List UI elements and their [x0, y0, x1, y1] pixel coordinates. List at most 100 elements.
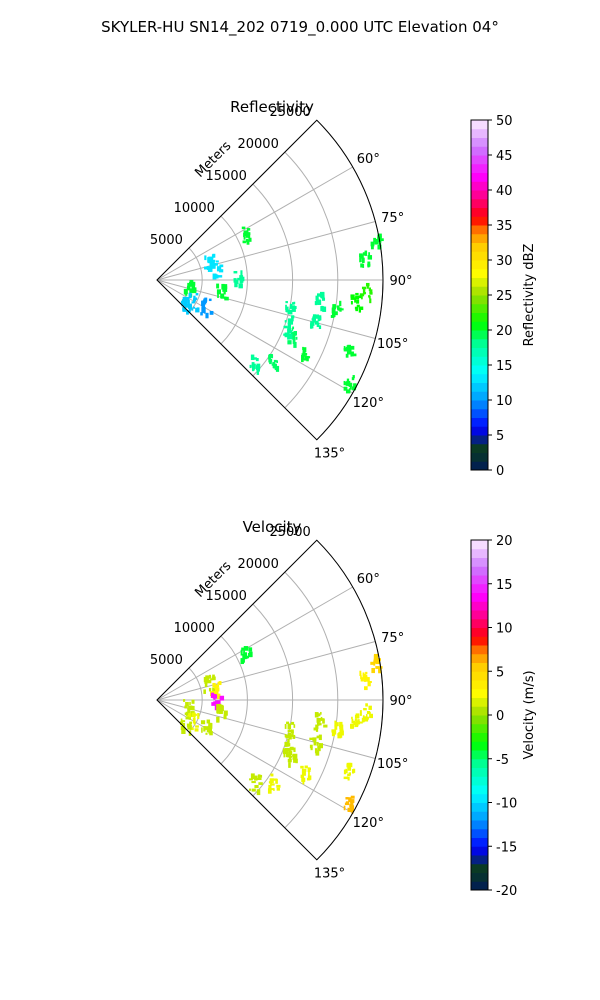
echo-cell	[314, 748, 318, 754]
echo-cell	[269, 788, 275, 791]
colorbar-segment	[471, 548, 488, 558]
echo-cell	[292, 734, 296, 739]
echo-region	[343, 762, 356, 781]
colorbar-segment	[471, 443, 488, 453]
echo-cell	[343, 805, 346, 811]
echo-cell	[290, 305, 296, 308]
echo-cell	[249, 364, 252, 369]
range-tick-label: 15000	[206, 169, 247, 184]
echo-cell	[287, 723, 292, 730]
echo-cell	[290, 734, 294, 737]
colorbar-tick-label: 15	[496, 578, 513, 593]
echo-cell	[193, 295, 196, 300]
echo-cell	[242, 656, 245, 661]
colorbar: -20 -15 -10 -5 0 5 10 15 20 Velocity (m/s)	[470, 534, 537, 899]
echo-cell	[343, 776, 349, 780]
echo-region	[200, 297, 214, 319]
echo-cell	[331, 733, 336, 737]
echo-cell	[360, 254, 364, 259]
echo-region	[187, 292, 200, 313]
echo-cell	[319, 291, 325, 298]
echo-region	[330, 300, 344, 318]
echo-cell	[368, 711, 371, 715]
echo-cell	[310, 747, 313, 751]
colorbar-segment	[471, 601, 488, 611]
colorbar-tick-label: 45	[496, 149, 513, 164]
azimuth-tick-label: 120°	[353, 816, 384, 831]
echo-cell	[316, 293, 321, 297]
echo-cell	[285, 301, 288, 304]
echo-cell	[301, 353, 304, 358]
echo-cell	[311, 321, 315, 326]
echo-cell	[318, 734, 322, 741]
echo-cell	[181, 299, 186, 303]
echo-cell	[290, 755, 293, 758]
echo-cell	[184, 705, 187, 709]
colorbar-segment	[471, 137, 488, 147]
echo-cell	[369, 713, 374, 719]
echo-cell	[295, 758, 298, 764]
echo-cell	[186, 309, 189, 315]
echo-cell	[313, 741, 317, 746]
echo-region	[370, 233, 384, 250]
echo-cell	[355, 721, 361, 725]
echo-cell	[182, 722, 186, 729]
echo-cell	[361, 257, 365, 264]
echo-cell	[220, 294, 225, 299]
colorbar-segment	[471, 207, 488, 217]
echo-cell	[288, 750, 293, 756]
echo-cell	[207, 266, 212, 272]
echo-cell	[364, 677, 367, 682]
azimuth-tick-label: 135°	[314, 867, 345, 882]
sector-outline	[156, 539, 384, 861]
echo-region	[313, 711, 328, 732]
colorbar-segment	[471, 680, 488, 690]
echo-cell	[216, 708, 221, 713]
echo-cell	[208, 725, 210, 731]
echo-cell	[208, 298, 212, 302]
echo-cell	[287, 340, 292, 345]
echo-cell	[359, 721, 363, 724]
echo-cell	[322, 718, 325, 724]
colorbar-tick-label: 25	[496, 289, 513, 304]
echo-cell	[203, 676, 208, 683]
echo-cell	[347, 766, 352, 771]
echo-cell	[309, 744, 313, 749]
echo-cell	[212, 262, 216, 268]
colorbar-tick-label: -15	[496, 840, 517, 855]
colorbar-segment	[471, 671, 488, 681]
echo-cell	[315, 314, 320, 319]
echo-region	[282, 739, 293, 758]
echo-cell	[272, 363, 277, 369]
colorbar-segment	[471, 872, 488, 882]
echo-cell	[315, 727, 319, 732]
echo-cell	[249, 788, 251, 791]
echo-cell	[255, 365, 259, 371]
echo-cell	[185, 701, 189, 707]
echo-cell	[316, 718, 321, 723]
echo-cell	[358, 295, 362, 299]
echo-cell	[343, 346, 346, 350]
colorbar-segment	[471, 356, 488, 366]
echo-cell	[209, 722, 213, 727]
echo-cell	[318, 745, 321, 752]
colorbar-segment	[471, 645, 488, 655]
colorbar-segment	[471, 303, 488, 313]
echo-cell	[307, 356, 311, 359]
echo-cell	[284, 747, 289, 753]
echo-cell	[187, 705, 189, 711]
echo-cell	[233, 271, 238, 274]
echo-regions	[180, 646, 383, 814]
echo-cell	[181, 726, 186, 731]
echo-cell	[188, 705, 193, 711]
colorbar-segment	[471, 347, 488, 357]
echo-cell	[189, 288, 194, 294]
echo-cell	[216, 716, 220, 723]
echo-cell	[368, 680, 372, 684]
echo-cell	[360, 677, 364, 682]
echo-cell	[345, 768, 348, 771]
echo-cell	[216, 711, 219, 714]
echo-cell	[215, 688, 218, 694]
colorbar-segment	[471, 198, 488, 208]
